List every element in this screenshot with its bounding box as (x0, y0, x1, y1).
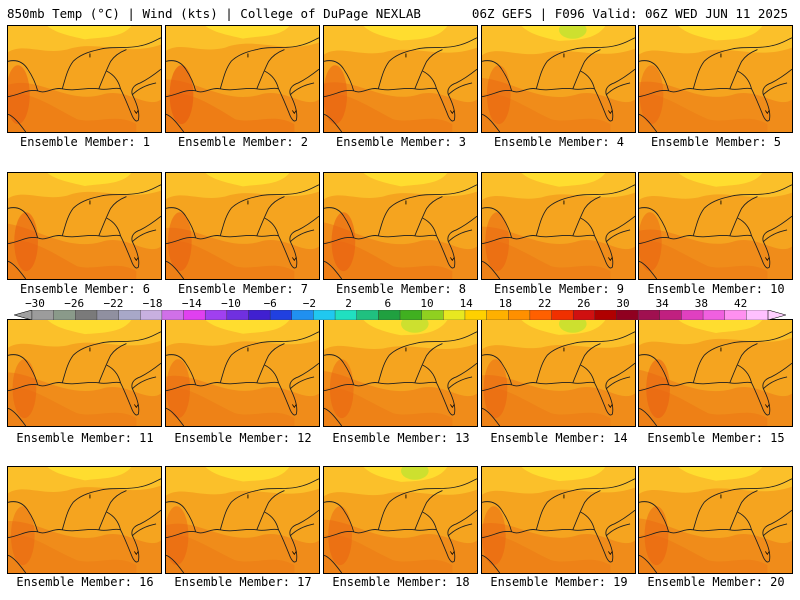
colorbar-swatch (313, 310, 336, 320)
map-panel-member-16 (7, 466, 162, 574)
colorbar-swatch (572, 310, 596, 320)
colorbar-swatch (399, 310, 423, 320)
map-panel-member-5 (638, 25, 793, 133)
colorbar-swatch (140, 310, 163, 320)
colorbar-swatch (161, 310, 185, 320)
colorbar-tick-label: 18 (498, 297, 513, 310)
colorbar-swatch (248, 310, 271, 320)
map-panel-member-3 (323, 25, 478, 133)
member-label: Ensemble Member: 14 (490, 431, 628, 445)
member-label: Ensemble Member: 11 (16, 431, 154, 445)
member-label: Ensemble Member: 10 (647, 282, 785, 296)
member-label: Ensemble Member: 20 (647, 575, 785, 589)
member-label: Ensemble Member: 9 (493, 282, 625, 296)
colorbar-swatch (659, 310, 682, 320)
colorbar-swatch (486, 310, 509, 320)
colorbar-tick-label: −22 (103, 297, 124, 310)
colorbar-tick-label: 38 (694, 297, 709, 310)
colorbar-swatch (637, 310, 661, 320)
colorbar-swatch (183, 310, 206, 320)
colorbar-tick-label: 10 (420, 297, 434, 310)
map-panel-member-12 (165, 319, 320, 427)
colorbar-swatch (421, 310, 444, 320)
colorbar-swatch (681, 310, 704, 320)
colorbar-swatch (75, 310, 98, 320)
colorbar-tick-label: 2 (345, 297, 352, 310)
map-panel-member-13 (323, 319, 478, 427)
colorbar-tick-label: 22 (537, 297, 552, 310)
colorbar-swatch (702, 310, 726, 320)
colorbar-swatch (529, 310, 553, 320)
map-panel-member-2 (165, 25, 320, 133)
colorbar-tick-label: 34 (655, 297, 669, 310)
colorbar-swatch (334, 310, 358, 320)
member-label: Ensemble Member: 5 (650, 135, 782, 149)
map-panel-member-4 (481, 25, 636, 133)
colorbar-swatch (118, 310, 141, 320)
map-panel-member-1 (7, 25, 162, 133)
map-panel-member-18 (323, 466, 478, 574)
member-label: Ensemble Member: 1 (19, 135, 151, 149)
header-right: 06Z GEFS | F096 Valid: 06Z WED JUN 11 20… (471, 6, 788, 21)
member-label: Ensemble Member: 3 (335, 135, 467, 149)
map-panel-member-19 (481, 466, 636, 574)
member-label: Ensemble Member: 15 (647, 431, 785, 445)
colorbar-tick-label: 26 (577, 297, 591, 310)
member-label: Ensemble Member: 2 (177, 135, 309, 149)
colorbar-swatch (378, 310, 401, 320)
colorbar-swatch (356, 310, 379, 320)
header-left: 850mb Temp (°C) | Wind (kts) | College o… (7, 6, 421, 21)
colorbar-swatch (31, 310, 55, 320)
colorbar-swatch (291, 310, 314, 320)
colorbar-swatch (508, 310, 531, 320)
colorbar-swatch (551, 310, 574, 320)
colorbar-max-arrow (767, 310, 786, 320)
colorbar-tick-label: 30 (616, 297, 630, 310)
map-panel-member-9 (481, 172, 636, 280)
map-panel-member-8 (323, 172, 478, 280)
member-label: Ensemble Member: 6 (19, 282, 151, 296)
map-panel-member-14 (481, 319, 636, 427)
colorbar-tick-label: 6 (384, 297, 392, 310)
colorbar-ticks: −30 −26 −22 −18 −14 −10 −6 −2 2 6 10 14 18 22 26 30 34 38… (0, 297, 800, 310)
member-label: Ensemble Member: 16 (16, 575, 154, 589)
member-label: Ensemble Member: 17 (174, 575, 312, 589)
colorbar-min-arrow (14, 310, 33, 320)
temperature-colorbar (14, 310, 786, 320)
map-panel-member-20 (638, 466, 793, 574)
colorbar-swatch (443, 310, 466, 320)
colorbar-tick-label: −10 (221, 297, 241, 310)
map-panel-member-17 (165, 466, 320, 574)
colorbar-tick-label: −30 (25, 297, 45, 310)
colorbar-tick-label: −26 (64, 297, 85, 310)
member-label: Ensemble Member: 4 (493, 135, 625, 149)
member-label: Ensemble Member: 13 (332, 431, 470, 445)
map-panel-member-7 (165, 172, 320, 280)
colorbar-swatch (746, 310, 769, 320)
colorbar-swatch (616, 310, 639, 320)
member-label: Ensemble Member: 12 (174, 431, 312, 445)
map-panel-member-6 (7, 172, 162, 280)
colorbar-swatch (594, 310, 617, 320)
colorbar-swatch (204, 310, 228, 320)
map-panel-member-10 (638, 172, 793, 280)
colorbar-tick-label: −2 (302, 297, 317, 310)
colorbar-tick-label: −14 (181, 297, 202, 310)
colorbar-swatch (464, 310, 488, 320)
colorbar-tick-label: −6 (263, 297, 277, 310)
member-label: Ensemble Member: 18 (332, 575, 470, 589)
colorbar-swatch (269, 310, 293, 320)
colorbar-tick-label: 42 (733, 297, 748, 310)
colorbar-swatch (226, 310, 249, 320)
colorbar-tick-label: 14 (459, 297, 473, 310)
colorbar-tick-label: −18 (142, 297, 163, 310)
member-label: Ensemble Member: 19 (490, 575, 628, 589)
colorbar-swatch (53, 310, 76, 320)
map-panel-member-15 (638, 319, 793, 427)
member-label: Ensemble Member: 8 (335, 282, 467, 296)
map-panel-member-11 (7, 319, 162, 427)
colorbar-swatch (724, 310, 747, 320)
member-label: Ensemble Member: 7 (177, 282, 309, 296)
colorbar-swatch (96, 310, 120, 320)
